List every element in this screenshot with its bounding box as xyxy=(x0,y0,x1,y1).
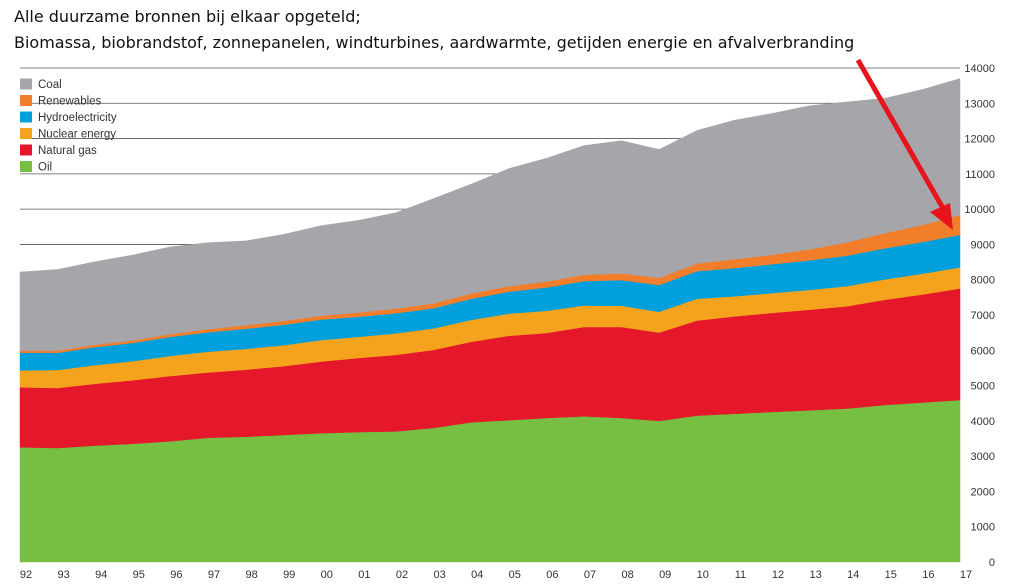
x-tick-label: 16 xyxy=(922,569,934,581)
x-tick-label: 94 xyxy=(95,569,107,581)
x-tick-label: 06 xyxy=(546,569,558,581)
annotation-arrow xyxy=(855,58,953,230)
x-tick-label: 02 xyxy=(396,569,408,581)
y-tick-label: 4000 xyxy=(971,416,995,428)
y-tick-label: 6000 xyxy=(971,345,995,357)
x-tick-label: 12 xyxy=(772,569,784,581)
x-tick-label: 07 xyxy=(584,569,596,581)
x-tick-label: 17 xyxy=(960,569,972,581)
x-tick-label: 15 xyxy=(885,569,897,581)
x-tick-label: 08 xyxy=(621,569,633,581)
annotation-line-2: Biomassa, biobrandstof, zonnepanelen, wi… xyxy=(14,33,855,52)
legend-swatch xyxy=(20,111,32,123)
x-tick-label: 14 xyxy=(847,569,859,581)
x-axis-ticks: 92 93 94 95 96 97 98 99 00 01 02 03 04 05 06 07 08 09 10 11… xyxy=(20,569,972,581)
x-tick-label: 05 xyxy=(509,569,521,581)
legend-swatch xyxy=(20,161,32,172)
x-tick-label: 95 xyxy=(133,569,145,581)
y-tick-label: 3000 xyxy=(971,451,995,463)
y-tick-label: 1000 xyxy=(971,522,995,534)
x-tick-label: 97 xyxy=(208,569,220,581)
x-tick-label: 03 xyxy=(433,569,445,581)
y-tick-label: 12000 xyxy=(964,134,995,146)
y-tick-label: 7000 xyxy=(971,310,995,322)
chart-annotation: Alle duurzame bronnen bij elkaar opgetel… xyxy=(14,4,854,56)
y-tick-label: 5000 xyxy=(971,381,995,393)
legend-swatch xyxy=(20,78,32,90)
x-tick-label: 09 xyxy=(659,569,671,581)
y-tick-label: 0 xyxy=(989,557,995,569)
legend-label: Hydroelectricity xyxy=(38,112,117,124)
y-tick-label: 14000 xyxy=(964,63,995,75)
x-tick-label: 92 xyxy=(20,569,32,581)
x-tick-label: 99 xyxy=(283,569,295,581)
legend-label: Nuclear energy xyxy=(38,129,116,141)
y-axis-ticks: 0 1000 2000 3000 4000 5000 6000 7000 8000 9000 100… xyxy=(964,63,995,569)
y-tick-label: 13000 xyxy=(964,98,995,110)
arrow-head xyxy=(930,203,953,230)
area-series xyxy=(19,78,961,563)
x-tick-label: 10 xyxy=(697,569,709,581)
x-tick-label: 98 xyxy=(245,569,257,581)
legend-label: Natural gas xyxy=(38,145,97,157)
annotation-line-1: Alle duurzame bronnen bij elkaar opgetel… xyxy=(14,7,361,26)
y-tick-label: 2000 xyxy=(971,486,995,498)
y-tick-label: 9000 xyxy=(971,239,995,251)
legend-label: Oil xyxy=(38,162,52,174)
legend-swatch xyxy=(20,128,32,139)
x-tick-label: 04 xyxy=(471,569,483,581)
y-tick-label: 8000 xyxy=(971,275,995,287)
y-tick-label: 11000 xyxy=(965,169,995,181)
legend-swatch xyxy=(20,95,32,106)
x-tick-label: 01 xyxy=(358,569,370,581)
x-tick-label: 11 xyxy=(735,569,746,581)
legend: Coal Renewables Hydroelectricity Nuclear en… xyxy=(20,78,117,174)
x-tick-label: 13 xyxy=(809,569,821,581)
x-tick-label: 93 xyxy=(57,569,69,581)
legend-label: Renewables xyxy=(38,96,102,108)
x-tick-label: 00 xyxy=(321,569,333,581)
legend-swatch xyxy=(20,144,32,156)
legend-label: Coal xyxy=(38,79,62,91)
y-tick-label: 10000 xyxy=(964,204,995,216)
area-coal xyxy=(19,78,961,351)
x-tick-label: 96 xyxy=(170,569,182,581)
arrow-shaft xyxy=(855,58,947,212)
